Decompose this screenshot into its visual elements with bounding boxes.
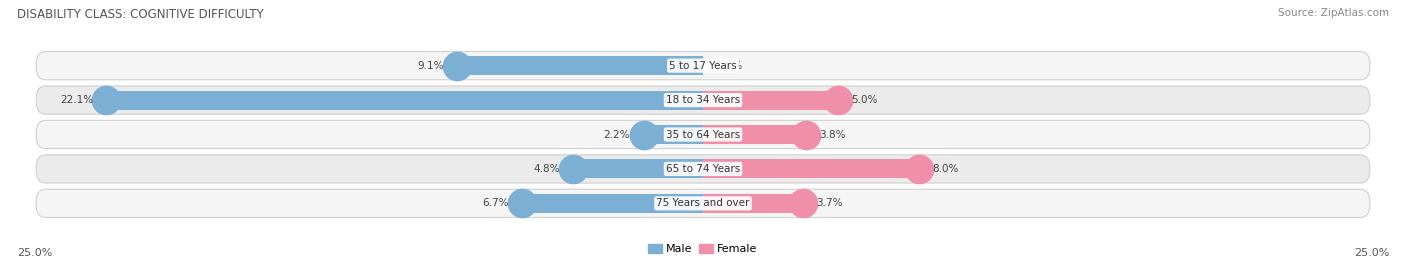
Text: 8.0%: 8.0% [932,164,959,174]
Text: 3.8%: 3.8% [820,129,845,140]
Text: 5.0%: 5.0% [852,95,877,105]
FancyBboxPatch shape [37,155,1369,183]
Text: 5 to 17 Years: 5 to 17 Years [669,61,737,71]
Text: 25.0%: 25.0% [1354,248,1389,258]
Text: 9.1%: 9.1% [418,61,444,71]
FancyBboxPatch shape [37,86,1369,114]
Text: 65 to 74 Years: 65 to 74 Years [666,164,740,174]
FancyBboxPatch shape [37,121,1369,148]
Bar [574,160,703,178]
Text: 2.2%: 2.2% [603,129,630,140]
Bar [522,194,703,213]
Text: 4.8%: 4.8% [533,164,560,174]
Bar [457,56,703,75]
FancyBboxPatch shape [37,189,1369,217]
Bar [703,125,806,144]
Text: 22.1%: 22.1% [60,95,93,105]
Text: DISABILITY CLASS: COGNITIVE DIFFICULTY: DISABILITY CLASS: COGNITIVE DIFFICULTY [17,8,263,21]
Text: 25.0%: 25.0% [17,248,52,258]
Legend: Male, Female: Male, Female [644,239,762,259]
Bar [644,125,703,144]
Text: Source: ZipAtlas.com: Source: ZipAtlas.com [1278,8,1389,18]
Text: 6.7%: 6.7% [482,198,509,208]
Text: 75 Years and over: 75 Years and over [657,198,749,208]
Text: 35 to 64 Years: 35 to 64 Years [666,129,740,140]
Text: 18 to 34 Years: 18 to 34 Years [666,95,740,105]
Bar [703,91,838,109]
FancyBboxPatch shape [37,52,1369,80]
Bar [703,160,920,178]
Bar [107,91,703,109]
Bar [703,194,803,213]
Text: 0.0%: 0.0% [717,61,742,71]
Text: 3.7%: 3.7% [817,198,842,208]
